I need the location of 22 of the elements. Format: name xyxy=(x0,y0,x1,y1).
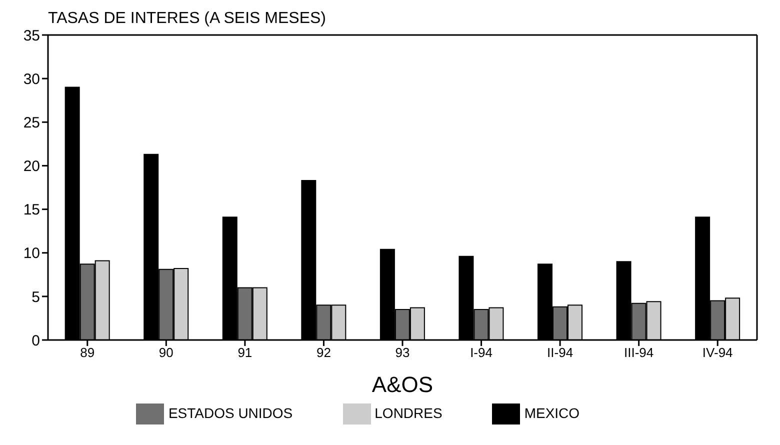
x-tick-label: 92 xyxy=(316,345,331,360)
x-tick-label: 90 xyxy=(158,345,174,360)
x-tick-label: 91 xyxy=(238,345,252,360)
y-tick-label: 20 xyxy=(23,158,40,176)
y-tick-label: 10 xyxy=(23,245,40,262)
x-tick-label: 93 xyxy=(395,345,410,360)
legend-label: ESTADOS UNIDOS xyxy=(168,404,293,421)
y-tick-label: 30 xyxy=(23,70,40,88)
chart-title: TASAS DE INTERES (A SEIS MESES) xyxy=(48,10,326,28)
x-tick-label: IV-94 xyxy=(702,345,733,360)
y-tick-label: 5 xyxy=(32,288,40,306)
x-tick-label: II-94 xyxy=(547,345,574,360)
x-axis-title: A&OS xyxy=(372,372,434,397)
x-tick-label: III-94 xyxy=(624,345,654,360)
y-tick-label: 25 xyxy=(23,114,40,132)
y-tick-label: 35 xyxy=(23,27,40,44)
x-tick-label: 89 xyxy=(80,345,95,360)
x-tick-label: I-94 xyxy=(470,345,492,360)
legend-label: LONDRES xyxy=(374,404,442,421)
legend-label: MEXICO xyxy=(524,404,580,421)
y-tick-label: 0 xyxy=(32,332,40,350)
y-tick-label: 15 xyxy=(23,202,40,219)
